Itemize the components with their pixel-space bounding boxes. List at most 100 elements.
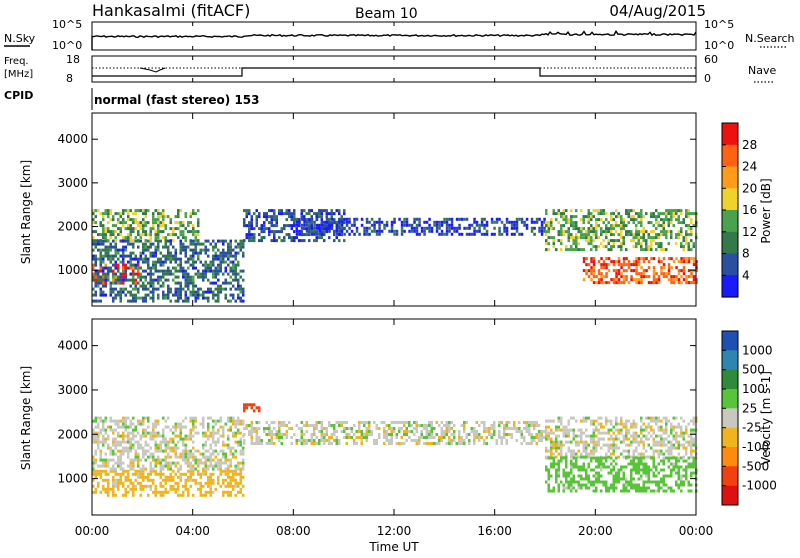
scatter-cell (167, 296, 170, 300)
scatter-cell (132, 266, 135, 270)
scatter-cell (295, 217, 299, 221)
scatter-cell (503, 229, 506, 233)
scatter-cell (530, 433, 533, 436)
scatter-cell (134, 425, 137, 429)
scatter-cell (97, 299, 100, 303)
scatter-cell (318, 212, 321, 216)
scatter-cell (102, 275, 105, 279)
scatter-cell (647, 245, 650, 249)
scatter-cell (615, 278, 618, 282)
scatter-cell (582, 221, 585, 225)
scatter-cell (154, 239, 157, 243)
scatter-cell (418, 223, 421, 227)
scatter-cell (157, 269, 160, 273)
scatter-cell (680, 434, 683, 438)
scatter-cell (184, 269, 187, 273)
scatter-cell (692, 281, 696, 285)
scatter-cell (535, 433, 538, 436)
scatter-cell (585, 239, 588, 243)
scatter-cell (157, 209, 160, 213)
scatter-cell (590, 242, 593, 246)
scatter-cell (293, 230, 296, 234)
scatter-cell (212, 260, 215, 264)
scatter-cell (169, 478, 172, 482)
scatter-cell (587, 215, 590, 219)
scatter-cell (239, 449, 242, 453)
scatter-cell (162, 490, 165, 494)
scatter-cell (114, 293, 117, 297)
scatter-cell (448, 421, 451, 424)
scatter-cell (448, 430, 451, 433)
scatter-cell (112, 272, 115, 276)
scatter-cell (690, 452, 693, 456)
scatter-cell (129, 242, 132, 246)
scatter-cell (154, 287, 157, 291)
scatter-cell (637, 452, 640, 456)
scatter-cell (650, 257, 653, 261)
scatter-cell (162, 215, 165, 219)
scatter-cell (102, 218, 105, 222)
scatter-cell (610, 218, 613, 222)
scatter-cell (207, 490, 210, 494)
scatter-cell (144, 269, 147, 273)
scatter-cell (448, 427, 451, 430)
scatter-cell (243, 427, 246, 430)
scatter-cell (129, 458, 132, 462)
scatter-cell (157, 260, 160, 264)
y-tick-label: 2000 (57, 220, 88, 234)
scatter-cell (557, 483, 560, 487)
station-title: Hankasalmi (fitACF) (92, 1, 250, 20)
scatter-cell (667, 224, 670, 228)
scatter-cell (448, 439, 451, 442)
scatter-cell (117, 281, 120, 285)
scatter-cell (672, 446, 675, 450)
scatter-cell (94, 269, 97, 273)
scatter-cell (197, 461, 200, 465)
scatter-cell (687, 242, 690, 246)
scatter-cell (237, 467, 240, 471)
scatter-cell (652, 239, 655, 243)
scatter-cell (234, 263, 237, 267)
scatter-cell (303, 218, 306, 222)
scatter-cell (92, 248, 95, 252)
scatter-cell (167, 245, 170, 249)
scatter-cell (112, 254, 115, 258)
scatter-cell (587, 486, 590, 490)
scatter-cell (320, 236, 323, 240)
scatter-cell (655, 221, 658, 225)
scatter-cell (92, 458, 95, 462)
scatter-cell (232, 248, 235, 252)
scatter-cell (278, 209, 281, 213)
scatter-cell (119, 449, 122, 453)
scatter-cell (562, 489, 565, 493)
scatter-cell (650, 212, 653, 216)
scatter-cell (680, 269, 683, 273)
scatter-cell (114, 440, 117, 444)
scatter-cell (515, 427, 518, 430)
scatter-cell (590, 440, 593, 444)
scatter-cell (179, 290, 182, 294)
scatter-cell (610, 224, 613, 228)
scatter-cell (645, 245, 648, 249)
scatter-cell (315, 442, 318, 445)
scatter-cell (595, 425, 598, 429)
scatter-cell (132, 299, 135, 303)
scatter-cell (293, 236, 296, 240)
scatter-cell (600, 209, 603, 213)
scatter-cell (112, 437, 115, 441)
scatter-cell (323, 230, 326, 234)
scatter-cell (109, 266, 112, 270)
scatter-cell (470, 427, 473, 430)
scatter-cell (690, 462, 693, 466)
scatter-cell (134, 478, 137, 482)
scatter-cell (207, 248, 210, 252)
scatter-cell (273, 224, 276, 228)
scatter-cell (592, 239, 595, 243)
scatter-cell (680, 242, 683, 246)
scatter-cell (605, 272, 608, 276)
scatter-cell (657, 425, 660, 429)
scatter-cell (557, 212, 560, 216)
scatter-cell (199, 461, 202, 465)
scatter-cell (577, 428, 580, 432)
scatter-cell (632, 215, 635, 219)
